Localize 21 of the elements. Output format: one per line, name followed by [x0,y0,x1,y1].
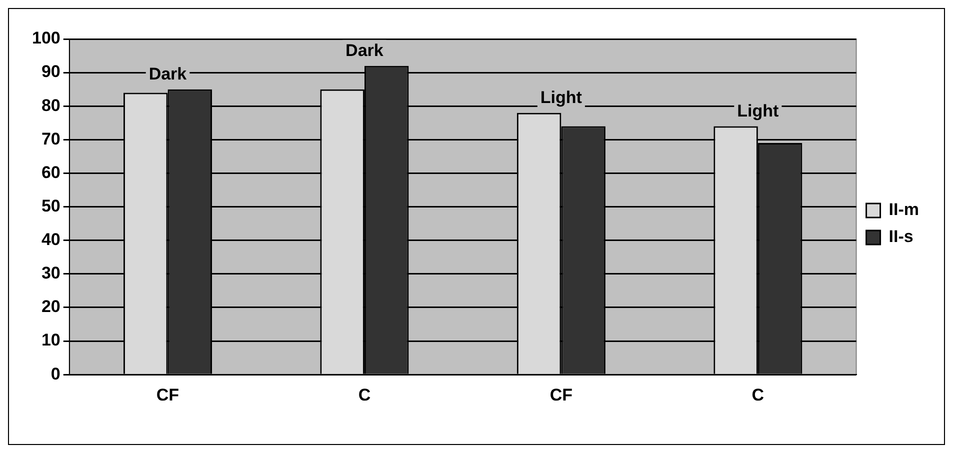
x-tick-label: CF [550,385,573,404]
y-tick-label: 70 [41,129,60,148]
y-tick-label: 80 [41,96,60,115]
legend-label: II-m [888,200,920,220]
y-tick-label: 60 [41,162,60,182]
x-tick-label: C [752,385,764,404]
y-tick-label: 100 [32,28,60,48]
annotation: Light [540,88,582,108]
y-tick-label: 40 [41,230,60,250]
y-tick-label: 90 [41,62,60,82]
y-tick-label: 30 [41,264,60,283]
annotation: Dark [148,64,188,84]
x-tick-label: CF [156,385,180,404]
legend-label: II-s [888,227,914,246]
y-tick-label: 20 [41,297,60,316]
y-tick-label: 10 [41,330,60,350]
annotation: Light [737,101,780,120]
annotation: Dark [346,41,384,60]
x-tick-label: C [358,385,371,404]
y-tick-label: 0 [50,364,60,384]
y-tick-label: 50 [41,196,60,216]
